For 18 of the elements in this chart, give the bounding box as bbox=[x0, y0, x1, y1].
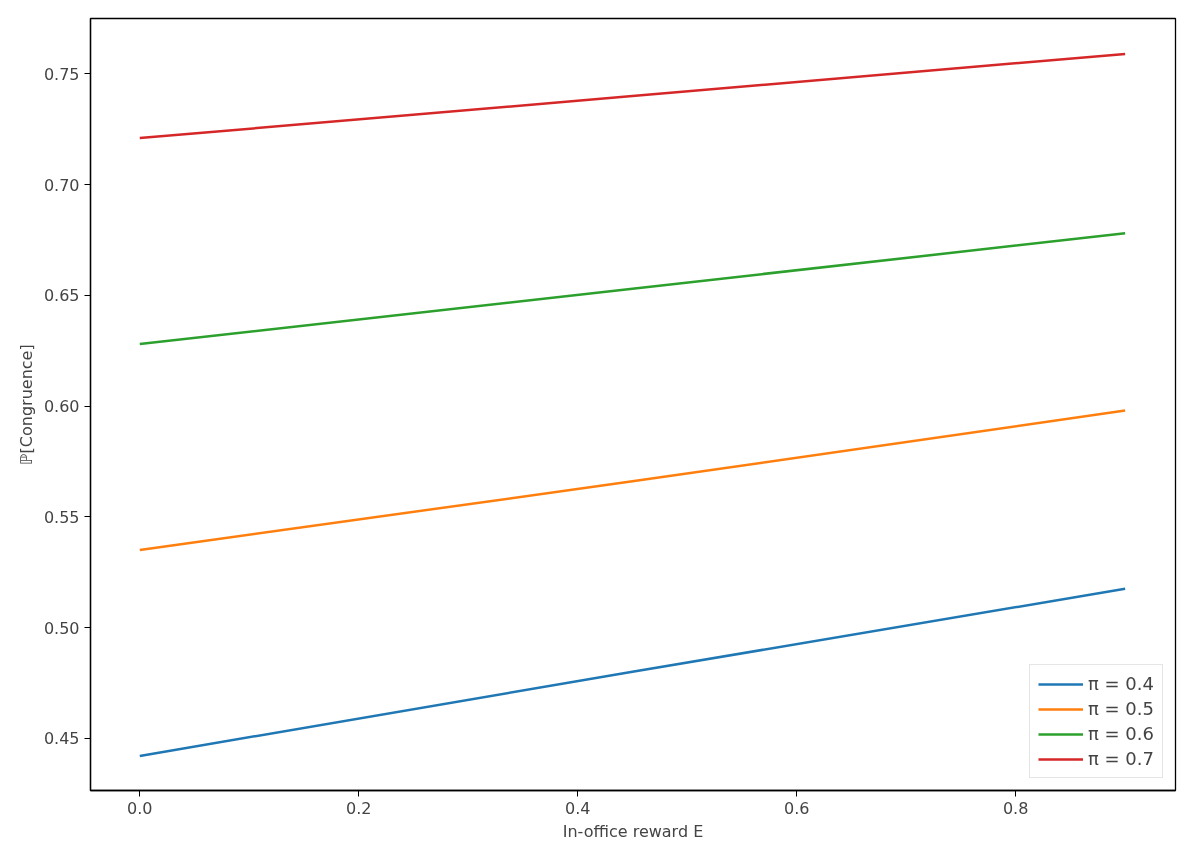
legend-label: π = 0.4 bbox=[1088, 673, 1154, 694]
legend-label: π = 0.7 bbox=[1088, 748, 1154, 769]
x-axis-title: In-office reward E bbox=[562, 821, 704, 841]
x-tick-label: 0.0 bbox=[127, 798, 153, 818]
y-tick-label: 0.65 bbox=[43, 286, 80, 306]
y-tick-label: 0.60 bbox=[43, 397, 80, 417]
y-tick-label: 0.45 bbox=[43, 729, 80, 749]
y-axis-title: ℙ[Congruence] bbox=[16, 344, 36, 465]
x-tick-label: 0.2 bbox=[346, 798, 372, 818]
x-tick-label: 0.8 bbox=[1002, 798, 1029, 818]
x-tick-label: 0.4 bbox=[564, 798, 591, 818]
y-tick-label: 0.70 bbox=[43, 175, 80, 195]
legend-label: π = 0.6 bbox=[1088, 723, 1154, 744]
x-tick-label: 0.6 bbox=[783, 798, 810, 818]
y-tick-label: 0.75 bbox=[43, 64, 80, 84]
legend-label: π = 0.5 bbox=[1088, 698, 1154, 719]
y-tick-label: 0.55 bbox=[43, 507, 80, 527]
y-tick-label: 0.50 bbox=[43, 618, 80, 638]
